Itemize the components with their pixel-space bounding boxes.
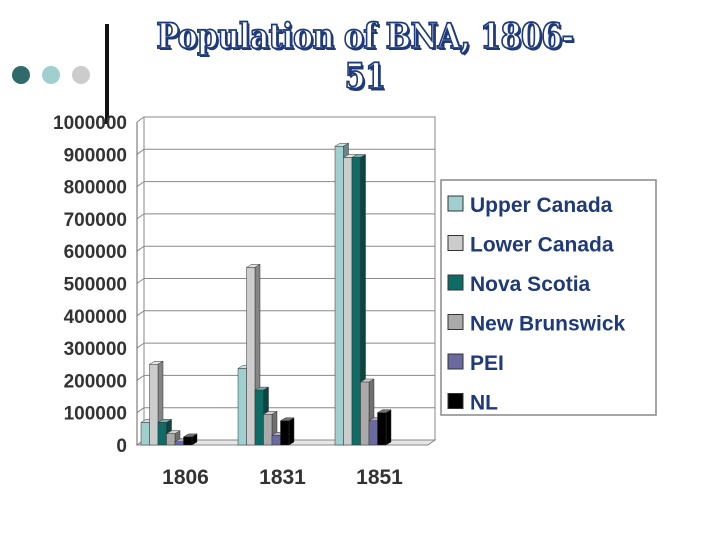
legend-swatch [447,393,464,409]
page-title: Population of BNA, 1806-51 [156,16,575,98]
bar-new-brunswick-1806 [166,433,176,446]
decorative-vertical-line [105,24,109,124]
gridline-depth [136,278,145,284]
gridline-depth [136,374,145,381]
x-tick-label: 1831 [259,466,306,489]
bar-upper-canada-1851 [334,145,344,446]
legend-label: Nova Scotia [470,273,591,296]
gridline-depth [136,181,145,188]
bar-pei-1806 [174,441,184,446]
gridline-depth [136,342,145,349]
legend-label: NL [470,392,498,415]
legend-label: Lower Canada [470,234,614,257]
y-tick-label: 100000 [64,404,127,425]
decorative-dots [12,66,90,84]
legend-label: New Brunswick [470,313,626,336]
bar-nl-1851 [377,412,387,446]
legend-swatch [447,314,464,330]
dot-light-teal [42,66,60,84]
y-tick-label: 0 [116,436,127,457]
y-tick-label: 200000 [64,371,127,392]
bar-lower-canada-1851 [343,157,353,446]
gridline-depth [136,148,145,155]
y-tick-label: 1000000 [53,113,127,134]
x-tick-label: 1851 [356,466,403,489]
dot-dark-teal [12,66,30,84]
bar-nova-scotia-1831 [254,389,264,446]
bar-lower-canada-1806 [149,364,159,446]
bar-upper-canada-1831 [237,368,247,446]
legend-swatch [447,235,464,251]
y-tick-label: 600000 [64,242,127,263]
bar-new-brunswick-1831 [263,414,273,446]
bar-side-nl-1851 [385,409,392,446]
y-tick-label: 700000 [64,210,127,231]
legend-label: PEI [470,352,504,375]
gridline-depth [136,310,145,317]
gridline-depth [136,213,145,220]
bar-pei-1851 [368,420,378,446]
bar-new-brunswick-1851 [360,381,370,446]
bar-side-nl-1831 [288,417,295,446]
gridline-depth [136,407,145,414]
legend-box [440,179,657,416]
legend-swatch [447,353,464,370]
bar-nl-1806 [183,436,193,446]
y-tick-label: 900000 [64,145,127,166]
bar-pei-1831 [271,435,281,446]
bar-upper-canada-1806 [140,422,150,446]
bar-nl-1831 [280,420,290,446]
legend-label: Upper Canada [470,194,613,217]
y-tick-label: 300000 [64,339,127,360]
dot-gray [72,66,90,84]
bar-lower-canada-1831 [246,267,256,446]
y-tick-label: 800000 [64,178,127,199]
bar-nova-scotia-1806 [157,422,167,446]
legend-swatch [447,274,464,291]
x-tick-label: 1806 [162,466,209,489]
gridline-depth [136,245,145,252]
bar-nova-scotia-1851 [351,157,361,446]
y-tick-label: 400000 [64,307,127,328]
y-tick-label: 500000 [64,275,127,296]
gridline-depth [136,116,145,123]
legend-swatch [447,195,464,212]
